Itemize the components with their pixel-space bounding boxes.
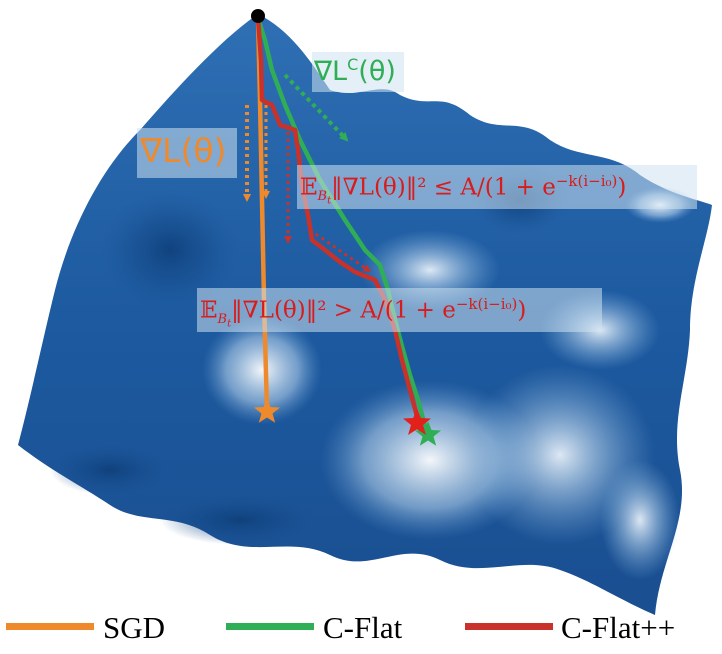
condition-gt-label-box	[197, 288, 602, 332]
sgd-end-star	[254, 398, 280, 423]
condition-gt-label: 𝔼Bt‖∇L(θ)‖² > A/(1 + e−k(i−i₀))	[200, 295, 527, 330]
cflatpp-end-star	[403, 408, 431, 435]
cflat-gradient-arrow	[283, 73, 349, 142]
legend-cflatpp-label: C-Flat++	[561, 610, 676, 645]
cflat-gradient-label: ∇LC(θ)	[314, 55, 396, 87]
cflat-end-star	[415, 421, 441, 446]
start-point	[251, 9, 265, 23]
legend-cflat-label: C-Flat	[323, 610, 403, 645]
legend-cflat-swatch	[226, 623, 314, 630]
legend-cflatpp-swatch	[465, 623, 553, 630]
cflatpp-gradient-arrow-2	[309, 228, 372, 273]
cflat-gradient-label-box	[312, 52, 404, 92]
legend-sgd-swatch	[6, 623, 94, 630]
condition-le-label-box	[297, 165, 697, 209]
condition-le-label: 𝔼Bt‖∇L(θ)‖² ≤ A/(1 + e−k(i−i₀))	[300, 172, 627, 207]
cflat-trajectory	[255, 17, 429, 431]
sgd-gradient-label-box	[137, 128, 237, 178]
sgd-gradient-label: ∇L(θ)	[140, 131, 227, 170]
legend-sgd-label: SGD	[103, 610, 166, 645]
